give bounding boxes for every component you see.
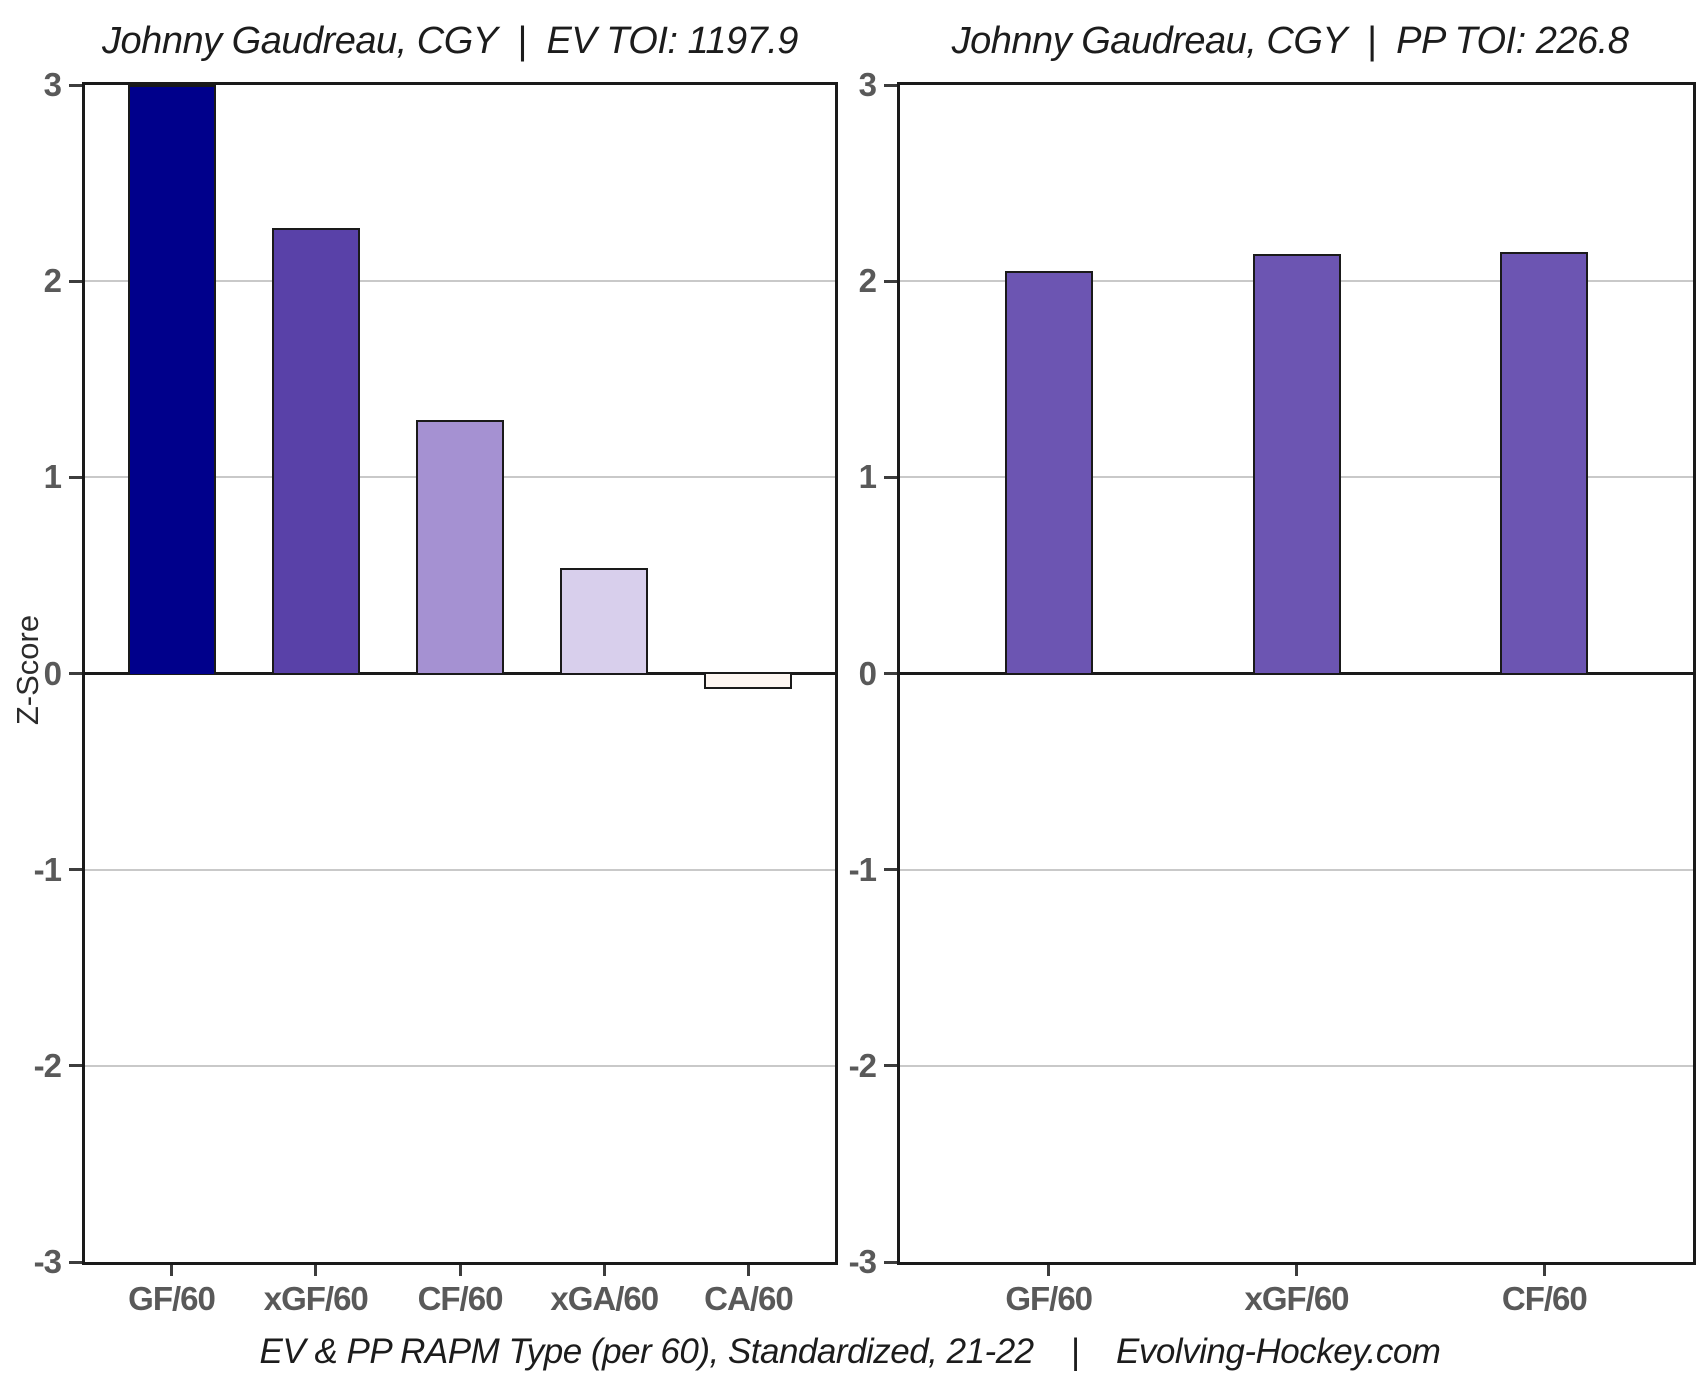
gridline xyxy=(85,280,835,283)
y-tick-label: 3 xyxy=(858,66,877,103)
figure-caption: EV & PP RAPM Type (per 60), Standardized… xyxy=(259,1332,1441,1371)
gridline xyxy=(900,1064,1693,1067)
bar-xga-60 xyxy=(560,567,649,674)
y-tick-label: 2 xyxy=(858,262,877,300)
x-tick-label: xGF/60 xyxy=(263,1280,369,1317)
x-tick-label: CF/60 xyxy=(1501,1280,1588,1317)
y-tick-label: 0 xyxy=(858,654,877,692)
y-tick-label: 3 xyxy=(43,66,62,103)
y-tick-mark xyxy=(69,475,82,479)
y-tick-mark xyxy=(884,1064,897,1068)
y-tick-label: -1 xyxy=(848,850,877,888)
gridline xyxy=(85,1064,835,1067)
zero-line xyxy=(85,672,835,675)
ev-chart-panel: 3 2 1 0 -1 -2 -3 GF/60 xGF/60 CF/60 xGA/60 CA/60 xyxy=(34,68,838,1317)
y-tick-mark xyxy=(884,475,897,479)
bar-cf-60 xyxy=(1500,251,1589,674)
y-tick-mark xyxy=(69,1260,82,1264)
zero-line xyxy=(900,672,1693,675)
y-tick-mark xyxy=(69,672,82,675)
y-tick-mark xyxy=(69,279,82,283)
y-tick-mark xyxy=(69,1064,82,1068)
bar-gf-60 xyxy=(1004,271,1093,674)
x-tick-mark xyxy=(602,1265,606,1276)
x-tick-mark xyxy=(1047,1265,1051,1276)
y-tick-label: -2 xyxy=(848,1046,877,1084)
bar-xgf-60 xyxy=(271,228,360,674)
bar-gf-60 xyxy=(127,85,216,674)
x-tick-label: GF/60 xyxy=(128,1280,216,1317)
x-tick-mark xyxy=(170,1265,174,1276)
pp-chart-title: Johnny Gaudreau, CGY | PP TOI: 226.8 xyxy=(951,20,1629,62)
x-tick-label: xGF/60 xyxy=(1244,1280,1349,1317)
bar-xgf-60 xyxy=(1252,253,1341,674)
ev-chart-title: Johnny Gaudreau, CGY | EV TOI: 1197.9 xyxy=(102,20,798,62)
x-tick-label: xGA/60 xyxy=(550,1280,659,1317)
y-tick-mark xyxy=(69,83,82,87)
y-tick-mark xyxy=(884,279,897,283)
bar-ca-60 xyxy=(704,673,793,690)
y-tick-label: 1 xyxy=(858,458,877,496)
y-tick-label: -3 xyxy=(33,1243,62,1280)
x-tick-label: CF/60 xyxy=(417,1280,504,1317)
y-tick-label: -1 xyxy=(33,850,62,888)
bar-cf-60 xyxy=(416,420,504,674)
x-tick-mark xyxy=(1295,1265,1298,1276)
x-tick-mark xyxy=(314,1265,318,1276)
x-tick-mark xyxy=(746,1265,750,1276)
y-tick-mark xyxy=(884,672,897,675)
pp-chart-panel: 3 2 1 0 -1 -2 -3 GF/60 xGF/60 CF/60 xyxy=(849,68,1696,1317)
x-tick-mark xyxy=(458,1265,462,1276)
y-tick-label: -2 xyxy=(33,1046,62,1084)
y-tick-mark xyxy=(884,83,897,87)
y-tick-mark xyxy=(69,868,82,872)
gridline xyxy=(900,868,1693,871)
y-tick-mark xyxy=(884,1260,897,1264)
y-tick-label: -3 xyxy=(848,1243,877,1280)
y-tick-label: 1 xyxy=(43,458,62,496)
y-tick-label: 0 xyxy=(43,654,62,692)
gridline xyxy=(85,868,835,871)
y-tick-mark xyxy=(884,868,897,872)
y-tick-label: 2 xyxy=(43,262,62,300)
x-tick-label: CA/60 xyxy=(704,1280,794,1317)
x-tick-mark xyxy=(1542,1265,1546,1276)
x-tick-label: GF/60 xyxy=(1005,1280,1093,1317)
